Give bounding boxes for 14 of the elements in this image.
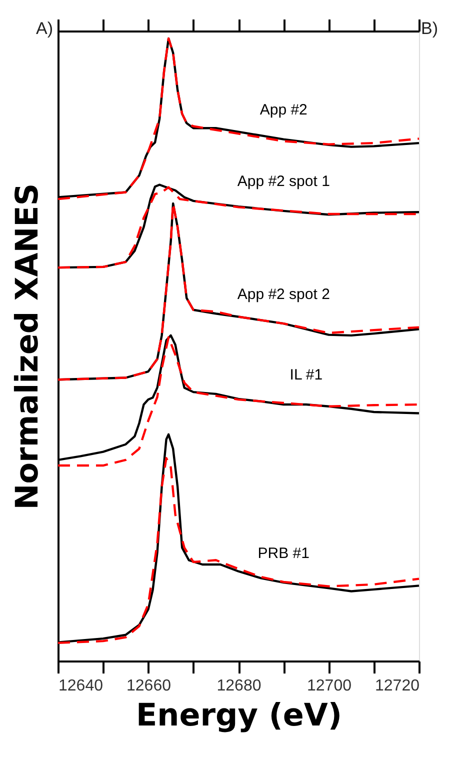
y-axis-title: Normalized XANES — [10, 183, 46, 510]
x-tick-label: 12680 — [216, 678, 262, 694]
x-tick-label: 12640 — [58, 678, 104, 694]
x-tick-label: 12720 — [375, 678, 420, 694]
series-label: IL #1 — [290, 366, 323, 384]
series-label: App #2 — [260, 102, 308, 119]
text: B) — [421, 19, 438, 38]
text: A) — [36, 19, 53, 38]
series-label: PRB #1 — [258, 544, 310, 562]
x-tick-label: 12660 — [126, 678, 172, 694]
series-label: App #2 spot 1 — [237, 173, 330, 190]
x-tick-label: 12700 — [307, 678, 352, 694]
series-label: App #2 spot 2 — [237, 286, 330, 303]
x-axis-title: Energy (eV) — [136, 698, 342, 734]
